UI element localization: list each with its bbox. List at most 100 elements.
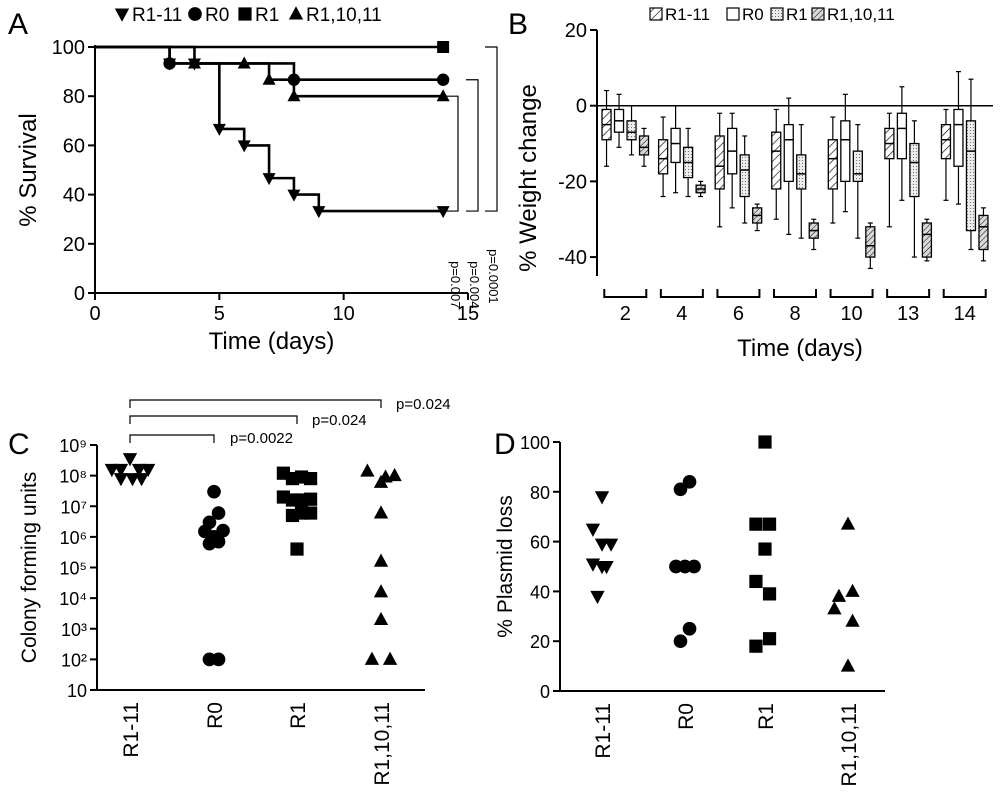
data-point-R1,10,11 bbox=[840, 658, 856, 672]
data-point-R0 bbox=[211, 506, 226, 520]
legend-label: R1 bbox=[786, 5, 808, 24]
data-point-R1-11 bbox=[594, 491, 610, 505]
panel-c-letter: C bbox=[8, 428, 30, 461]
data-point-R1,10,11 bbox=[360, 463, 375, 477]
legend-label: R0 bbox=[742, 5, 764, 24]
data-point-R1-11 bbox=[603, 538, 619, 552]
x-tick-label: 10 bbox=[840, 303, 862, 325]
data-point-R1-11 bbox=[113, 473, 129, 487]
p-value-label: p=0.024 bbox=[396, 396, 451, 413]
series-point-R1,10,11 bbox=[237, 56, 251, 69]
panel-a-letter: A bbox=[8, 8, 28, 41]
data-point-R1,10,11 bbox=[373, 474, 389, 488]
box-R1 bbox=[626, 120, 637, 141]
x-tick-label: R1 bbox=[287, 702, 310, 729]
data-point-R1,10,11 bbox=[840, 516, 856, 530]
data-point-R0 bbox=[211, 534, 226, 549]
y-tick-label: 10⁸ bbox=[59, 467, 87, 487]
x-tick-label: 0 bbox=[89, 303, 100, 325]
series-point-R1-11 bbox=[262, 173, 276, 186]
data-point-R1,10,11 bbox=[373, 611, 389, 626]
data-point-R1 bbox=[762, 517, 777, 531]
x-tick-label: R0 bbox=[675, 703, 698, 730]
legend-label: R1-11 bbox=[132, 5, 182, 26]
data-point-R1-11 bbox=[140, 463, 156, 478]
data-point-R1,10,11 bbox=[831, 588, 847, 602]
y-tick-label: 0 bbox=[74, 283, 85, 305]
legend-label: R1,10,11 bbox=[306, 5, 382, 26]
y-axis-label: Colony forming units bbox=[18, 472, 41, 663]
box-R1,10,11 bbox=[978, 214, 989, 251]
legend: R1-11 R0 R1 R1,10,11 bbox=[114, 5, 382, 26]
data-point-R0 bbox=[673, 634, 688, 649]
data-point-R1 bbox=[304, 471, 318, 486]
box-R1 bbox=[852, 150, 863, 183]
y-tick-label: 100 bbox=[52, 37, 85, 59]
x-tick-label: 5 bbox=[214, 303, 225, 325]
box-R1 bbox=[796, 154, 807, 190]
legend-swatch bbox=[770, 7, 784, 21]
y-tick-label: 10 bbox=[67, 681, 87, 701]
data-point-R1 bbox=[749, 574, 763, 589]
y-tick-label: 20 bbox=[530, 632, 550, 652]
y-tick-label: 10⁹ bbox=[59, 436, 87, 456]
x-tick-label: R0 bbox=[204, 702, 227, 729]
day-bracket bbox=[603, 289, 648, 298]
data-point-R1-11 bbox=[122, 453, 138, 467]
panel-d-letter: D bbox=[494, 428, 516, 461]
x-tick-label: R1-11 bbox=[120, 702, 143, 758]
data-point-R1 bbox=[762, 587, 777, 601]
series-point-R1-11 bbox=[436, 206, 450, 219]
box-R1,10,11 bbox=[865, 226, 876, 258]
data-point-R1 bbox=[762, 632, 777, 646]
legend-marker bbox=[188, 7, 202, 21]
data-point-R1,10,11 bbox=[827, 601, 842, 615]
x-tick-label: 6 bbox=[733, 303, 744, 325]
legend-swatch bbox=[649, 7, 663, 21]
y-tick-label: 20 bbox=[63, 234, 85, 256]
y-tick-label: 0 bbox=[540, 682, 550, 702]
data-point-R1-11 bbox=[131, 463, 147, 478]
x-tick-label: R1,10,11 bbox=[371, 702, 394, 786]
y-tick-label: 60 bbox=[530, 533, 550, 553]
y-tick-label: 0 bbox=[576, 96, 587, 118]
legend-swatch bbox=[811, 7, 825, 21]
data-point-R1-11 bbox=[113, 463, 129, 478]
legend-marker bbox=[114, 8, 130, 22]
series-line-R1,10,11 bbox=[95, 45, 444, 98]
y-axis-label: % Survival bbox=[15, 113, 42, 226]
data-point-R1-11 bbox=[599, 561, 614, 575]
panel-a-survival-chart: A 0 20 40 60 80 100 0 5 10 15 Time (days) % Surviva… bbox=[8, 5, 501, 355]
box-R1-11 bbox=[714, 135, 725, 190]
data-point-R0 bbox=[682, 475, 697, 489]
series-point-R1-11 bbox=[312, 206, 326, 219]
legend-label: R1,10,11 bbox=[827, 5, 895, 24]
series-point-R1,10,11 bbox=[187, 56, 201, 69]
box-R1-11 bbox=[657, 139, 669, 175]
panel-b-letter: B bbox=[508, 8, 528, 41]
legend: R1-11 R0 R1 R1,10,11 bbox=[649, 5, 895, 24]
panel-b-weight-chart: B -40 -20 0 20 % Weight change 2 4 6 8 10 13 14 Time… bbox=[508, 5, 993, 362]
legend-swatch bbox=[726, 7, 740, 21]
panel-d-plasmid-chart: D 0 20 40 60 80 100 % Plasmid loss R1-11 R0 R1 R1,… bbox=[494, 428, 885, 787]
data-point-R1-11 bbox=[104, 463, 120, 478]
legend-label: R1-11 bbox=[665, 5, 710, 24]
x-tick-label: 8 bbox=[789, 303, 800, 325]
data-point-R1 bbox=[758, 435, 772, 449]
series-point-R1,10,11 bbox=[287, 89, 301, 102]
significance-bracket bbox=[485, 46, 498, 212]
data-point-R0 bbox=[682, 621, 697, 636]
box-R1 bbox=[739, 154, 750, 198]
data-point-R1,10,11 bbox=[373, 553, 389, 567]
data-point-R0 bbox=[207, 484, 221, 499]
significance-bracket bbox=[446, 95, 459, 212]
x-tick-label: 4 bbox=[676, 303, 687, 325]
data-point-R1-11 bbox=[125, 473, 140, 487]
box-R1-11 bbox=[940, 123, 952, 160]
y-tick-label: 100 bbox=[520, 433, 550, 453]
p-value-label: p=0.0022 bbox=[230, 430, 293, 447]
y-axis-label: % Weight change bbox=[515, 84, 542, 272]
data-point-R1,10,11 bbox=[373, 505, 389, 519]
y-tick-label: 60 bbox=[63, 135, 85, 157]
